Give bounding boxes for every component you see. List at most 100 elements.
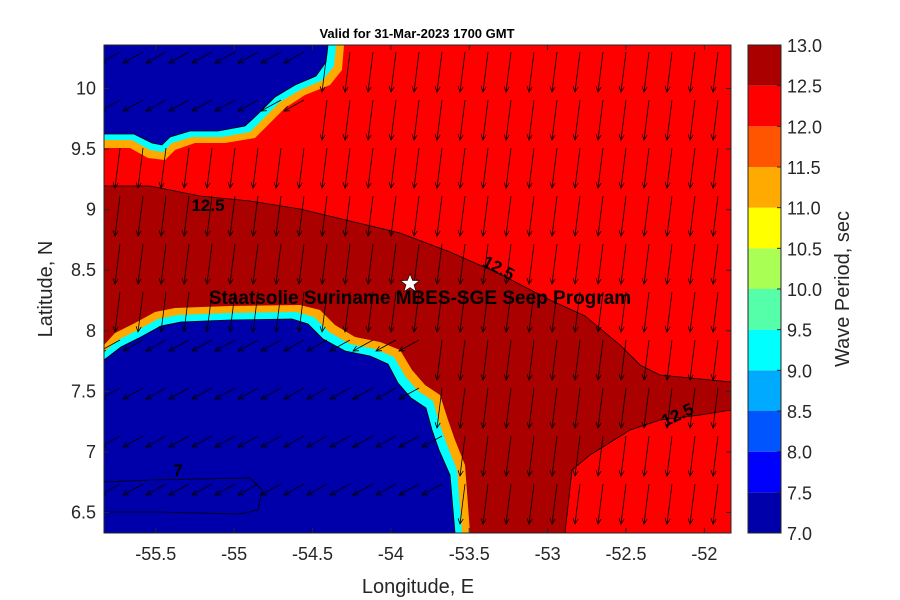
wave-arrow-head [342, 182, 349, 189]
wave-arrow-shaft [689, 291, 696, 333]
wave-arrow-shaft [375, 339, 397, 352]
wave-arrow-shaft [712, 243, 719, 285]
wave-arrow-shaft [137, 291, 144, 333]
wave-arrow-shaft [137, 147, 144, 189]
wave-arrow-head [411, 326, 418, 333]
wave-arrow-shaft [666, 339, 673, 381]
wave-arrow-shaft [344, 291, 351, 333]
y-tick-label: 7 [86, 442, 96, 462]
wave-arrow-shaft [413, 99, 420, 141]
wave-arrow-shaft [620, 243, 627, 285]
wave-arrow-head [260, 393, 268, 400]
wave-arrow-shaft [505, 243, 512, 285]
wave-arrow-shaft [260, 51, 282, 64]
wave-arrow-head [457, 134, 464, 141]
wave-arrow-head [158, 182, 165, 189]
wave-arrow-head [549, 470, 556, 477]
wave-arrow-shaft [260, 339, 282, 352]
wave-arrow-head [214, 105, 222, 112]
wave-arrow-head [158, 278, 165, 285]
wave-arrow-head [112, 278, 119, 285]
wave-arrow-shaft [413, 51, 420, 93]
colorbar-swatch [748, 167, 781, 208]
wave-arrow-head [480, 326, 487, 333]
wave-arrow-head [480, 422, 487, 429]
wave-arrow-head [664, 518, 671, 525]
wave-arrow-head [457, 86, 464, 93]
wave-arrow-head [411, 230, 418, 237]
wave-arrow-head [158, 326, 165, 333]
wave-arrow-shaft [398, 387, 420, 400]
wave-arrow-shaft [666, 387, 673, 429]
wave-arrow-head [480, 230, 487, 237]
wave-arrow-head [572, 86, 579, 93]
colorbar-swatch [748, 411, 781, 452]
wave-arrow-head [595, 230, 602, 237]
wave-arrow-head [503, 422, 510, 429]
wave-arrow-head [296, 326, 303, 333]
wave-arrow-head [398, 393, 406, 400]
wave-arrow-shaft [551, 291, 558, 333]
wave-arrow-shaft [260, 387, 282, 400]
wave-arrow-head [549, 326, 556, 333]
wave-arrow-shaft [329, 483, 351, 496]
wave-arrow-shaft [122, 435, 144, 448]
wave-arrow-head [214, 393, 222, 400]
colorbar-tick-label: 9.0 [787, 361, 812, 381]
colorbar-swatch [748, 451, 781, 493]
site-star-marker [399, 273, 421, 293]
wave-arrow-head [572, 182, 579, 189]
wave-arrow-shaft [413, 291, 420, 333]
wave-arrow-shaft [183, 243, 190, 285]
wave-arrow-head [122, 345, 130, 352]
wave-arrow-shaft [528, 147, 535, 189]
wave-arrow-shaft [390, 243, 397, 285]
wave-arrow-shaft [712, 387, 719, 429]
wave-arrow-shaft [482, 339, 489, 381]
wave-arrow-shaft [620, 387, 627, 429]
colorbar-tick-label: 7.5 [787, 483, 812, 503]
wave-arrow-head [503, 182, 510, 189]
map-area [104, 45, 731, 533]
wave-arrow-shaft [237, 387, 259, 400]
wave-arrow-head [641, 374, 648, 381]
wave-arrow-head [687, 134, 694, 141]
wave-arrow-shaft [459, 291, 466, 333]
colorbar-swatch [748, 85, 781, 127]
wave-arrow-head [503, 326, 510, 333]
wave-arrow-shaft [528, 435, 535, 477]
wave-arrow-shaft [329, 339, 351, 352]
wave-arrow-head [710, 326, 717, 333]
wave-arrow-shaft [275, 291, 282, 333]
wave-arrow-head [375, 441, 383, 448]
wave-arrow-shaft [367, 195, 374, 237]
wave-arrows [104, 51, 719, 525]
wave-arrow-head [319, 134, 326, 141]
wave-arrow-shaft [574, 99, 581, 141]
wave-arrow-head [342, 326, 349, 333]
y-tick-label: 6.5 [71, 502, 96, 522]
wave-arrow-shaft [643, 243, 650, 285]
wave-arrow-shaft [551, 435, 558, 477]
wave-arrow-head [664, 278, 671, 285]
wave-arrow-head [710, 230, 717, 237]
wave-arrow-shaft [252, 243, 259, 285]
wave-arrow-head [687, 470, 694, 477]
wave-arrow-head [664, 134, 671, 141]
y-axis: 6.5 7 7.5 8 8.5 9 9.5 10 [71, 79, 731, 522]
wave-arrow-head [549, 134, 556, 141]
wave-arrow-shaft [237, 435, 259, 448]
wave-arrow-head [549, 230, 556, 237]
wave-arrow-shaft [666, 51, 673, 93]
colorbar-tick-label: 11.5 [787, 158, 821, 178]
wave-arrow-shaft [321, 51, 328, 93]
wave-arrow-head [388, 278, 395, 285]
wave-arrow-head [273, 182, 280, 189]
colorbar-swatch [748, 248, 781, 289]
wave-arrow-shaft [505, 147, 512, 189]
wave-arrow-head [641, 470, 648, 477]
wave-arrow-head [122, 393, 130, 400]
wave-arrow-shaft [528, 387, 535, 429]
wave-arrow-head [191, 345, 199, 352]
